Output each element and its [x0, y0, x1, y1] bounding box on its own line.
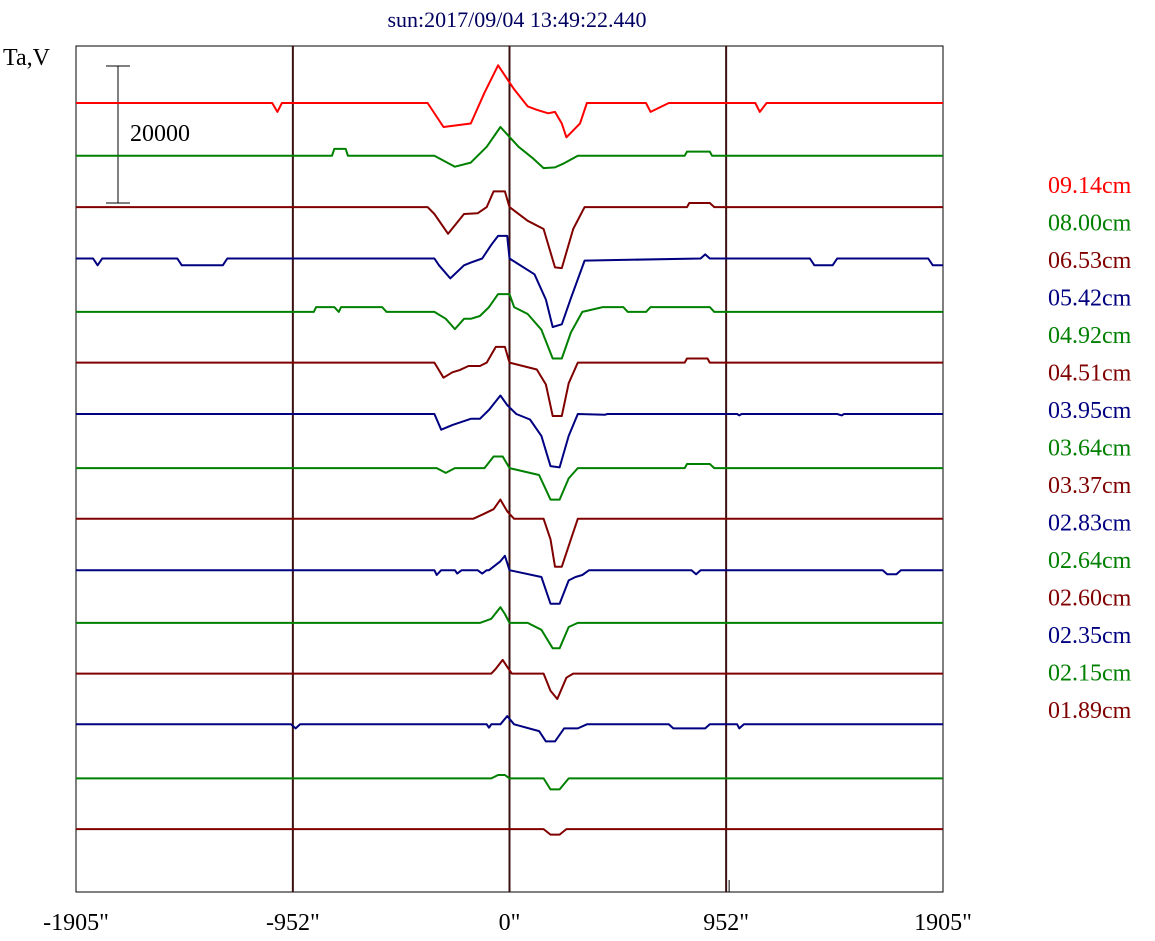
series-line-10	[76, 606, 943, 650]
x-tick-label-4: 1905"	[914, 910, 972, 936]
series-group	[76, 64, 943, 836]
legend-entry-10: 02.64cm	[1048, 548, 1132, 574]
x-tick-label-2: 0"	[499, 910, 521, 936]
series-line-12	[76, 715, 943, 743]
legend-entry-4: 04.92cm	[1048, 323, 1132, 349]
series-line-7	[76, 455, 943, 501]
legend: 09.14cm 08.00cm 06.53cm 05.42cm 04.92cm 04.51…	[1048, 173, 1132, 724]
series-line-9	[76, 554, 943, 605]
legend-entry-11: 02.60cm	[1048, 586, 1132, 612]
legend-entry-8: 03.37cm	[1048, 473, 1132, 499]
legend-entry-6: 03.95cm	[1048, 398, 1132, 424]
legend-entry-7: 03.64cm	[1048, 436, 1132, 462]
chart-title: sun:2017/09/04 13:49:22.440	[387, 7, 646, 32]
y-axis-label: Ta,V	[3, 45, 51, 71]
series-line-2	[76, 190, 943, 270]
series-line-6	[76, 394, 943, 469]
x-tick-label-3: 952"	[703, 910, 749, 936]
legend-entry-0: 09.14cm	[1048, 173, 1132, 199]
series-line-5	[76, 345, 943, 417]
series-line-13	[76, 774, 943, 791]
legend-entry-12: 02.35cm	[1048, 623, 1132, 649]
series-line-3	[76, 234, 943, 328]
series-line-0	[76, 64, 943, 139]
legend-entry-1: 08.00cm	[1048, 211, 1132, 237]
legend-entry-13: 02.15cm	[1048, 661, 1132, 687]
legend-entry-9: 02.83cm	[1048, 511, 1132, 537]
legend-entry-3: 05.42cm	[1048, 286, 1132, 312]
x-tick-label-0: -1905"	[43, 910, 109, 936]
legend-entry-2: 06.53cm	[1048, 248, 1132, 274]
legend-entry-5: 04.51cm	[1048, 361, 1132, 387]
series-line-14	[76, 828, 943, 836]
scale-bar-label: 20000	[130, 121, 190, 147]
legend-entry-14: 01.89cm	[1048, 698, 1132, 724]
series-line-8	[76, 498, 943, 568]
x-tick-label-1: -952"	[266, 910, 320, 936]
scale-bar: 20000	[106, 65, 190, 204]
series-line-1	[76, 126, 943, 170]
x-tick-labels: -1905" -952" 0" 952" 1905"	[43, 880, 972, 936]
series-line-4	[76, 293, 943, 360]
series-line-11	[76, 658, 943, 700]
